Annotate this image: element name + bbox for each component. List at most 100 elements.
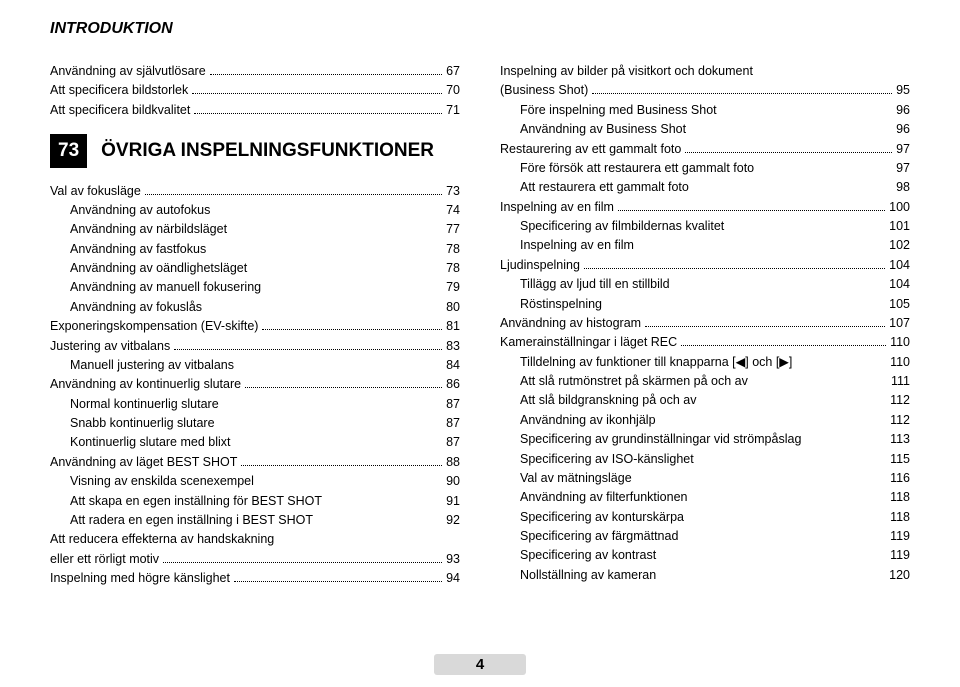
- toc-entry-page: 95: [896, 81, 910, 100]
- toc-subentry: Röstinspelning105: [500, 295, 910, 314]
- toc-leader-dots: [234, 581, 442, 582]
- toc-leader-dots: [584, 268, 885, 269]
- toc-subentry-page: 98: [888, 178, 910, 197]
- toc-subentry-page: 87: [438, 433, 460, 452]
- toc-entry-page: 94: [446, 569, 460, 588]
- toc-subentry: Nollställning av kameran120: [500, 566, 910, 585]
- toc-subentry-label: Normal kontinuerlig slutare: [70, 395, 438, 414]
- toc-leader-dots: [194, 113, 442, 114]
- toc-subentry-label: Före inspelning med Business Shot: [520, 101, 888, 120]
- toc-entry-page: 70: [446, 81, 460, 100]
- toc-subentry-label: Att restaurera ett gammalt foto: [520, 178, 888, 197]
- toc-subentry-label: Specificering av ISO-känslighet: [520, 450, 882, 469]
- toc-entry-page: 71: [446, 101, 460, 120]
- toc-entry-label: Användning av självutlösare: [50, 62, 206, 81]
- toc-subentry-label: Specificering av grundinställningar vid …: [520, 430, 882, 449]
- toc-subentry-page: 119: [882, 527, 910, 546]
- toc-subentry-label: Specificering av filmbildernas kvalitet: [520, 217, 881, 236]
- toc-subentry: Att restaurera ett gammalt foto98: [500, 178, 910, 197]
- toc-chapter-number: 73: [50, 134, 87, 167]
- toc-entry-continued: (Business Shot) 95: [500, 81, 910, 100]
- toc-subentry: Användning av autofokus74: [50, 201, 460, 220]
- toc-subentry-label: Användning av fokuslås: [70, 298, 438, 317]
- toc-subentry-page: 116: [882, 469, 910, 488]
- toc-subentry-label: Visning av enskilda scenexempel: [70, 472, 438, 491]
- page-number-wrap: 4: [0, 654, 960, 675]
- toc-subentry: Att slå bildgranskning på och av112: [500, 391, 910, 410]
- toc-subentry: Användning av Business Shot96: [500, 120, 910, 139]
- toc-entry: Inspelning av bilder på visitkort och do…: [500, 62, 910, 81]
- toc-subentry: Användning av oändlighetsläget78: [50, 259, 460, 278]
- toc-subentry-page: 112: [882, 411, 910, 430]
- toc-subentry-page: 78: [438, 259, 460, 278]
- toc-subentry-label: Snabb kontinuerlig slutare: [70, 414, 438, 433]
- toc-subentry-label: Val av mätningsläge: [520, 469, 882, 488]
- toc-column-left: Användning av självutlösare 67 Att specif…: [50, 62, 460, 588]
- toc-entry: Användning av kontinuerlig slutare 86: [50, 375, 460, 394]
- toc-entry-page: 107: [889, 314, 910, 333]
- toc-leader-dots: [592, 93, 892, 94]
- toc-subentry: Kontinuerlig slutare med blixt87: [50, 433, 460, 452]
- toc-entry-page: 67: [446, 62, 460, 81]
- toc-subentry-label: Inspelning av en film: [520, 236, 881, 255]
- toc-entry-label: Ljudinspelning: [500, 256, 580, 275]
- toc-subentry-page: 90: [438, 472, 460, 491]
- toc-leader-dots: [192, 93, 442, 94]
- toc-entry-page: 104: [889, 256, 910, 275]
- toc-subentry-page: 80: [438, 298, 460, 317]
- toc-subentry: Specificering av kontrast119: [500, 546, 910, 565]
- toc-subentry: Att slå rutmönstret på skärmen på och av…: [500, 372, 910, 391]
- toc-leader-dots: [245, 387, 442, 388]
- toc-subentry-label: Användning av manuell fokusering: [70, 278, 438, 297]
- toc-entry-page: 100: [889, 198, 910, 217]
- toc-column-right: Inspelning av bilder på visitkort och do…: [500, 62, 910, 588]
- toc-subentry-label: Användning av Business Shot: [520, 120, 888, 139]
- toc-entry-page: 93: [446, 550, 460, 569]
- toc-subentry: Användning av närbildsläget77: [50, 220, 460, 239]
- toc-entry: Restaurering av ett gammalt foto 97: [500, 140, 910, 159]
- toc-subentry: Tillägg av ljud till en stillbild104: [500, 275, 910, 294]
- toc-subentry-page: 79: [438, 278, 460, 297]
- toc-subentry: Visning av enskilda scenexempel90: [50, 472, 460, 491]
- toc-entry: Användning av läget BEST SHOT 88: [50, 453, 460, 472]
- toc-entry: Inspelning med högre känslighet 94: [50, 569, 460, 588]
- toc-subentry: Specificering av konturskärpa118: [500, 508, 910, 527]
- toc-leader-dots: [210, 74, 442, 75]
- toc-subentry-page: 111: [883, 372, 910, 391]
- toc-entry-label: (Business Shot): [500, 81, 588, 100]
- toc-subentry-label: Användning av närbildsläget: [70, 220, 438, 239]
- toc-subentry: Inspelning av en film102: [500, 236, 910, 255]
- toc-subentry: Snabb kontinuerlig slutare87: [50, 414, 460, 433]
- toc-entry-label: Val av fokusläge: [50, 182, 141, 201]
- toc-subentry: Användning av ikonhjälp112: [500, 411, 910, 430]
- toc-subentry-page: 104: [881, 275, 910, 294]
- toc-subentry-page: 118: [882, 488, 910, 507]
- toc-entry-label: Användning av läget BEST SHOT: [50, 453, 237, 472]
- toc-subentry: Före försök att restaurera ett gammalt f…: [500, 159, 910, 178]
- toc-subentry: Specificering av filmbildernas kvalitet1…: [500, 217, 910, 236]
- toc-subentry-page: 74: [438, 201, 460, 220]
- toc-subentry: Specificering av färgmättnad119: [500, 527, 910, 546]
- toc-subentry: Användning av fastfokus78: [50, 240, 460, 259]
- toc-subentry: Användning av filterfunktionen118: [500, 488, 910, 507]
- toc-entry: Val av fokusläge 73: [50, 182, 460, 201]
- toc-subentry: Att radera en egen inställning i BEST SH…: [50, 511, 460, 530]
- toc-leader-dots: [645, 326, 885, 327]
- page-header: INTRODUKTION: [50, 20, 910, 38]
- toc-subentry-page: 92: [438, 511, 460, 530]
- toc-entry-page: 86: [446, 375, 460, 394]
- toc-entry: Användning av självutlösare 67: [50, 62, 460, 81]
- toc-entry-label: Justering av vitbalans: [50, 337, 170, 356]
- toc-subentry-label: Användning av oändlighetsläget: [70, 259, 438, 278]
- toc-entry-continued: eller ett rörligt motiv 93: [50, 550, 460, 569]
- toc-subentry-page: 84: [438, 356, 460, 375]
- toc-subentry: Specificering av ISO-känslighet115: [500, 450, 910, 469]
- toc-subentry: Användning av fokuslås80: [50, 298, 460, 317]
- toc-subentry-page: 113: [882, 430, 910, 449]
- toc-subentry-page: 77: [438, 220, 460, 239]
- toc-subentry: Normal kontinuerlig slutare87: [50, 395, 460, 414]
- toc-entry-label: Att specificera bildkvalitet: [50, 101, 190, 120]
- toc-chapter: 73ÖVRIGA INSPELNINGSFUNKTIONER: [50, 134, 460, 167]
- toc-entry-label: Användning av histogram: [500, 314, 641, 333]
- toc-subentry: Specificering av grundinställningar vid …: [500, 430, 910, 449]
